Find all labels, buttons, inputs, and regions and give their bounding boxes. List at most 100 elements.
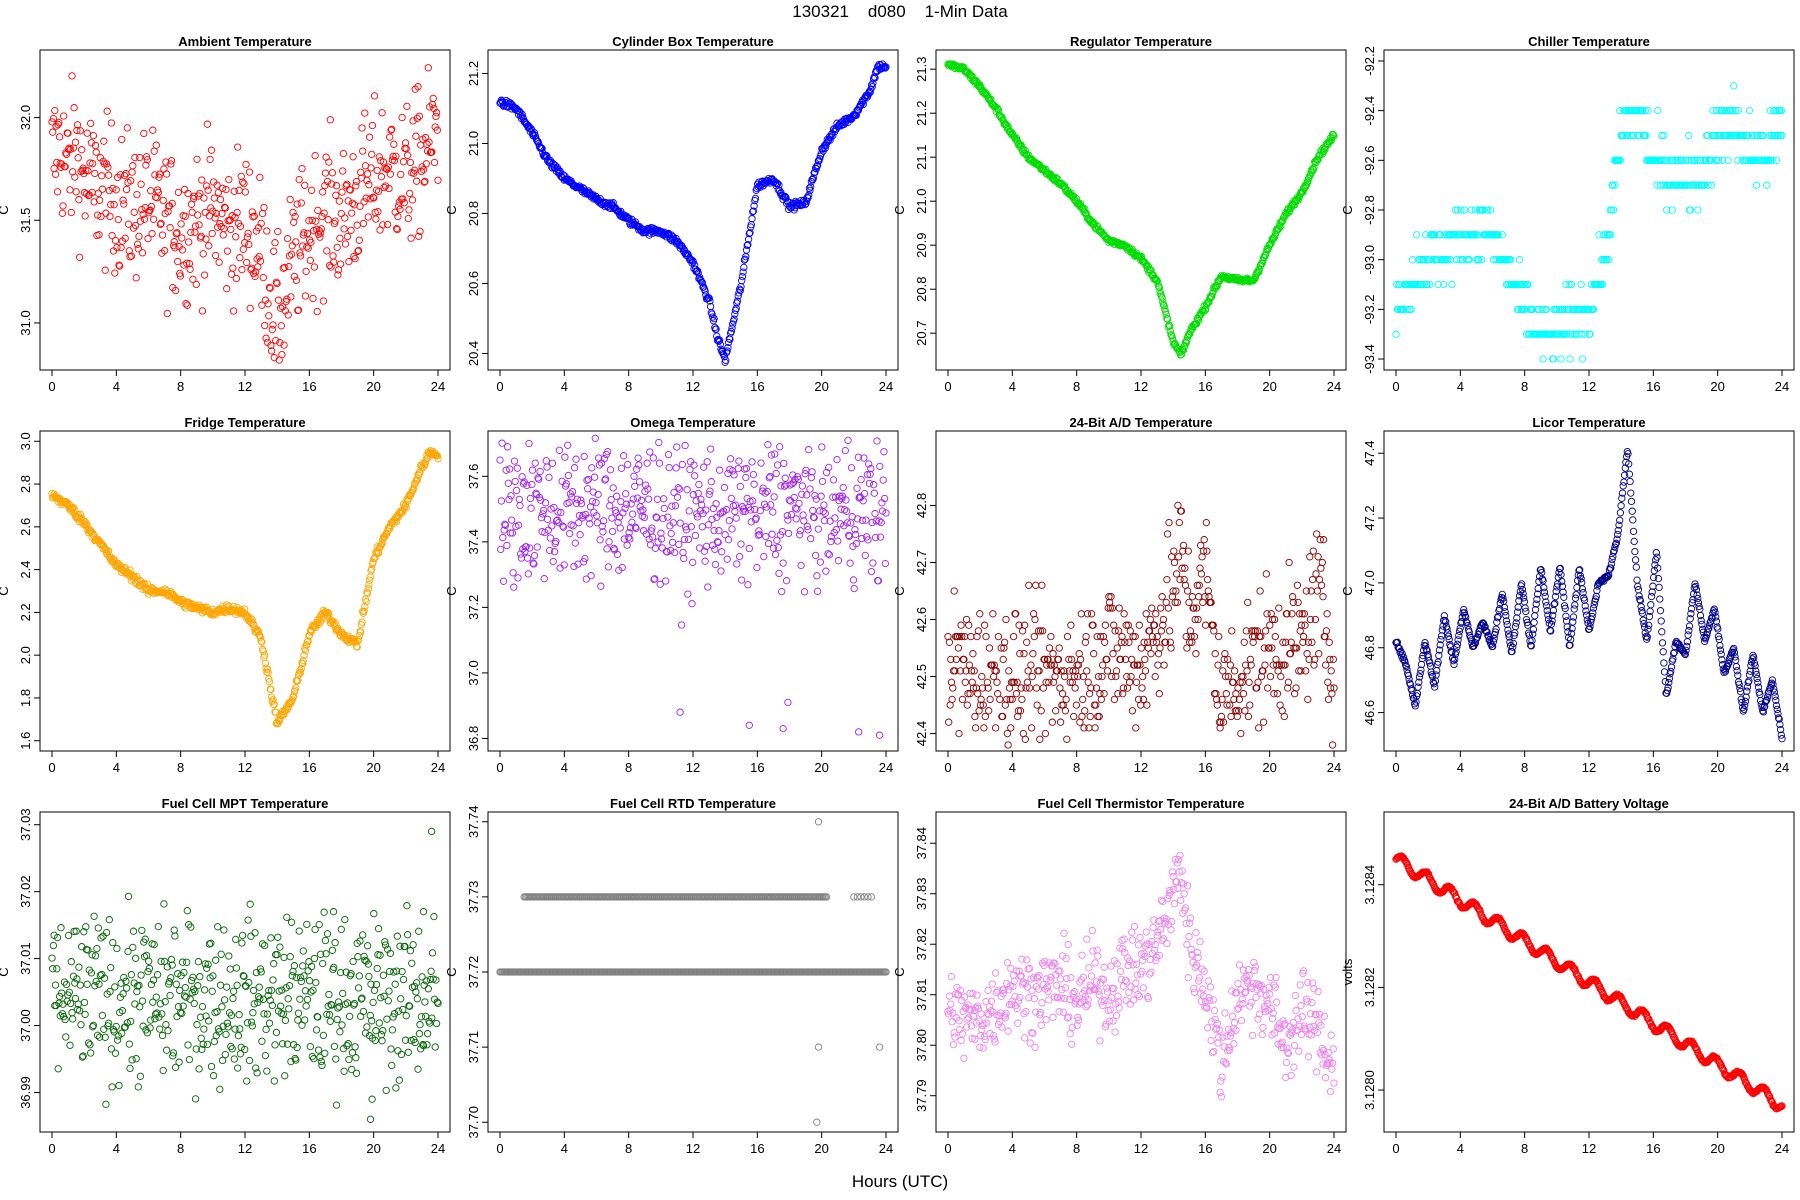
y-tick-label: 37.00 <box>18 1009 33 1042</box>
data-point <box>691 472 699 480</box>
data-point <box>428 148 436 156</box>
data-point <box>509 569 517 577</box>
data-point <box>1621 464 1629 472</box>
data-point <box>1147 650 1155 658</box>
data-point <box>102 928 111 937</box>
data-point <box>680 554 688 563</box>
data-point <box>409 117 417 125</box>
data-point <box>528 466 537 474</box>
data-point <box>380 183 388 192</box>
data-point <box>105 916 113 924</box>
data-point <box>220 203 229 211</box>
data-point <box>89 131 98 140</box>
data-point <box>868 83 876 91</box>
data-point <box>1020 650 1028 658</box>
data-point <box>107 119 116 127</box>
data-point <box>672 464 680 472</box>
data-point <box>1256 587 1264 595</box>
data-point <box>199 250 207 258</box>
data-point <box>354 246 363 255</box>
data-point <box>408 196 417 204</box>
data-point <box>123 124 131 132</box>
data-point <box>333 243 341 252</box>
data-point <box>508 516 516 524</box>
data-point <box>1125 638 1133 646</box>
data-point <box>111 236 120 245</box>
x-tick-label: 12 <box>1582 379 1596 394</box>
data-point <box>263 227 271 235</box>
data-point <box>733 560 741 568</box>
panel-title: Fuel Cell MPT Temperature <box>162 796 329 811</box>
data-point <box>1025 581 1033 589</box>
data-point <box>183 958 191 966</box>
data-point <box>530 551 539 560</box>
data-point <box>728 324 736 332</box>
data-point <box>1138 684 1146 692</box>
data-point <box>152 993 160 1001</box>
x-tick-label: 4 <box>561 379 568 394</box>
data-point <box>1195 593 1203 601</box>
data-point <box>1571 601 1579 609</box>
data-point <box>334 271 342 279</box>
data-point <box>1657 617 1665 625</box>
data-point <box>728 525 736 533</box>
data-point <box>51 981 60 989</box>
data-point <box>707 478 715 486</box>
data-point <box>388 125 396 133</box>
data-point <box>120 200 128 208</box>
data-point <box>417 141 425 149</box>
data-point <box>1625 470 1634 478</box>
data-point <box>775 569 783 578</box>
data-point <box>497 545 505 554</box>
data-point <box>153 194 161 202</box>
data-point <box>201 208 209 217</box>
data-point <box>531 459 539 467</box>
data-point <box>701 557 709 565</box>
data-point <box>393 225 401 234</box>
data-point <box>120 171 129 180</box>
x-tick-label: 0 <box>496 760 503 775</box>
data-point <box>369 193 377 201</box>
data-point <box>137 971 145 979</box>
data-point <box>167 157 176 165</box>
data-point <box>232 233 240 241</box>
data-point <box>729 320 737 328</box>
data-point <box>738 277 746 285</box>
data-point <box>60 112 68 120</box>
data-point <box>969 650 977 658</box>
data-point <box>624 460 632 469</box>
data-point <box>169 241 178 250</box>
data-point <box>122 984 131 992</box>
data-point <box>742 246 751 254</box>
data-point <box>94 924 102 932</box>
data-point <box>1239 690 1248 698</box>
data-point <box>363 170 372 178</box>
data-point <box>255 252 263 261</box>
data-point <box>818 477 827 486</box>
data-point <box>528 126 536 134</box>
data-point <box>1246 701 1254 709</box>
data-point <box>72 188 80 196</box>
data-point <box>182 300 190 308</box>
data-point <box>684 590 692 598</box>
y-tick-label: 32.0 <box>18 105 33 130</box>
data-point <box>1566 355 1574 363</box>
data-point <box>147 1016 155 1024</box>
data-point <box>1023 638 1031 646</box>
data-point <box>147 202 156 211</box>
data-point <box>221 1050 229 1059</box>
data-point <box>134 1083 142 1091</box>
data-point <box>1530 618 1538 627</box>
data-point <box>800 588 809 596</box>
data-point <box>352 182 360 190</box>
data-point <box>1309 547 1317 555</box>
data-point <box>365 133 374 141</box>
data-point <box>745 721 753 729</box>
data-point <box>335 197 343 205</box>
data-point <box>617 464 626 472</box>
data-point <box>613 492 621 500</box>
data-point <box>78 146 86 154</box>
data-point <box>214 188 223 197</box>
data-point <box>133 190 141 199</box>
data-point <box>328 180 336 188</box>
